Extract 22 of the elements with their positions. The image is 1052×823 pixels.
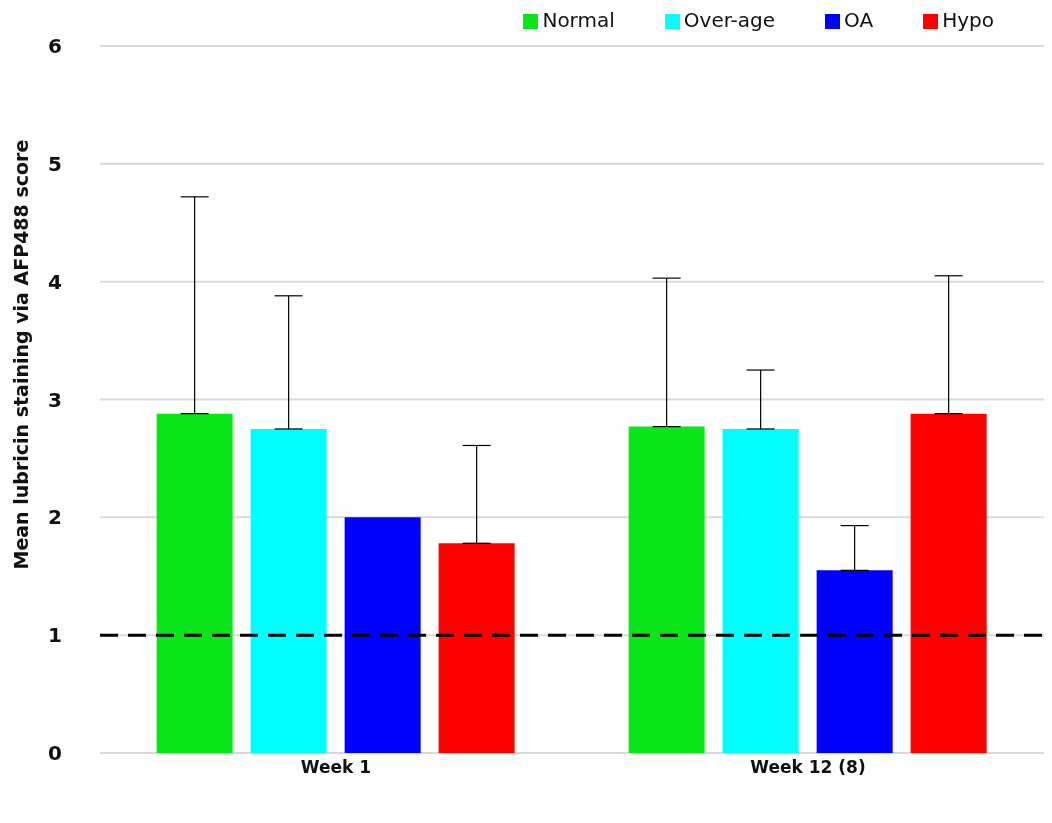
legend-label: OA bbox=[844, 8, 874, 32]
y-tick-label: 2 bbox=[48, 505, 62, 530]
bar bbox=[816, 570, 893, 753]
y-tick-label: 3 bbox=[48, 387, 62, 412]
bar bbox=[156, 413, 233, 753]
y-tick-label: 0 bbox=[48, 741, 62, 766]
y-axis-title: Mean lubricin staining via AFP488 score bbox=[9, 139, 32, 570]
bar bbox=[438, 543, 515, 753]
bar bbox=[722, 428, 799, 753]
bar bbox=[910, 413, 987, 753]
legend-label: Over-age bbox=[683, 8, 776, 32]
x-tick-label: Week 12 (8) bbox=[750, 757, 866, 778]
bar bbox=[250, 428, 327, 753]
y-tick-label: 1 bbox=[48, 623, 62, 648]
legend-label: Normal bbox=[542, 8, 615, 32]
y-tick-label: 6 bbox=[48, 34, 62, 59]
bar bbox=[344, 517, 421, 753]
legend-label: Hypo bbox=[942, 8, 994, 32]
y-tick-label: 4 bbox=[48, 269, 62, 294]
bar bbox=[628, 426, 705, 753]
y-tick-label: 5 bbox=[48, 151, 62, 176]
x-tick-label: Week 1 bbox=[300, 757, 372, 778]
